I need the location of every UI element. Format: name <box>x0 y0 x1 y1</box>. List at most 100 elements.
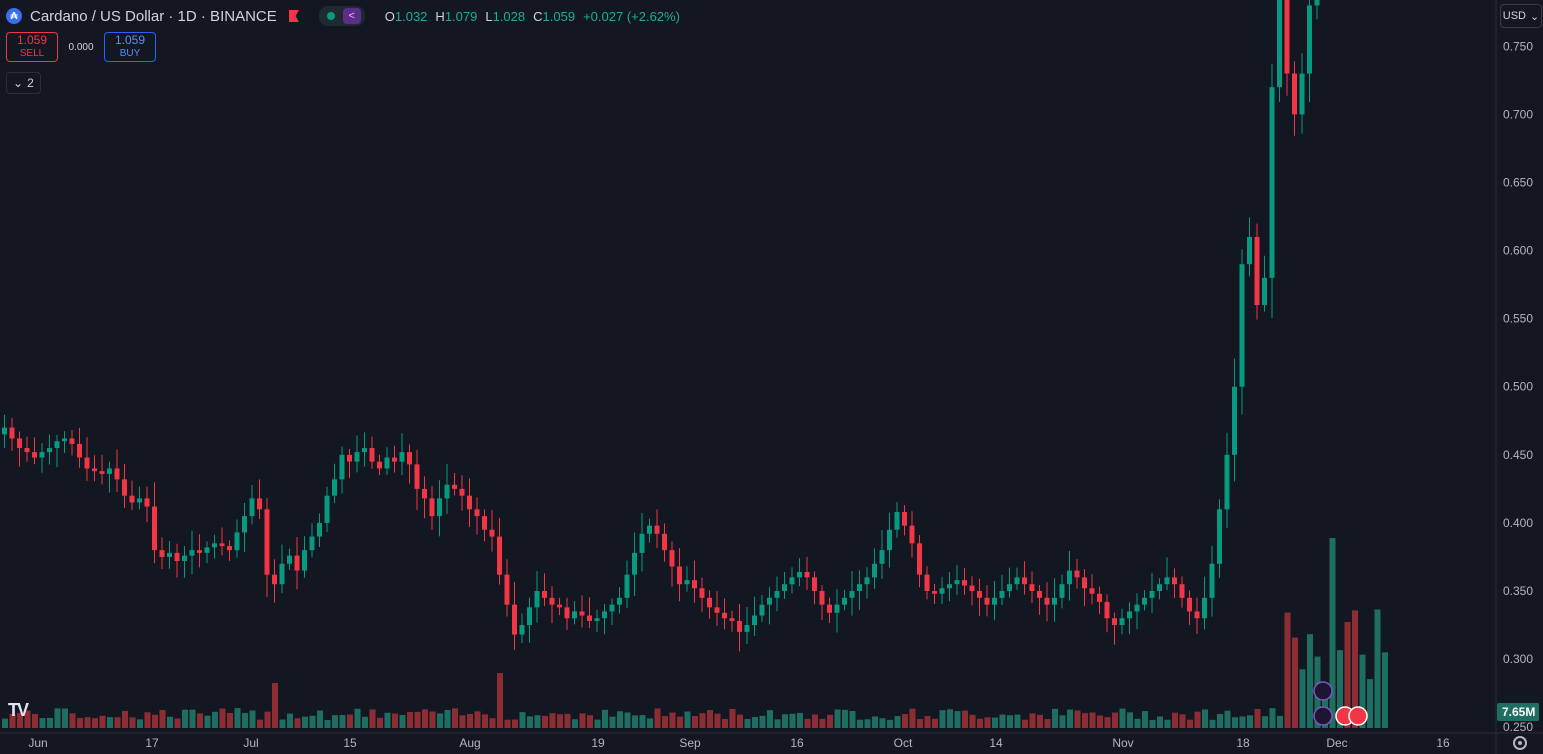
candle-body <box>632 552 637 575</box>
flag-icon[interactable] <box>288 10 299 22</box>
buy-button[interactable]: 1.059 BUY <box>104 32 156 62</box>
candle-body <box>144 498 150 507</box>
candle-body <box>384 457 390 469</box>
candle-body <box>99 471 105 474</box>
volume-bar <box>302 716 308 728</box>
volume-bar <box>1127 712 1133 728</box>
volume-bar <box>1224 710 1231 728</box>
volume-bar <box>1044 718 1051 728</box>
candle-body <box>924 574 930 592</box>
candle-body <box>962 580 967 586</box>
candle-body <box>54 441 60 449</box>
volume-bar <box>69 713 76 728</box>
volume-bar <box>47 717 53 728</box>
low-value: 1.028 <box>492 8 526 24</box>
candle-body <box>1262 277 1267 306</box>
lightning-event-icon <box>1313 706 1333 726</box>
volume-bar <box>467 713 473 728</box>
candle-body <box>39 452 45 458</box>
gear-icon[interactable] <box>1513 736 1527 750</box>
candle-body <box>707 597 712 608</box>
volume-bar <box>992 717 998 728</box>
high-label: H <box>435 8 445 24</box>
share-icon[interactable]: < <box>342 8 361 24</box>
volume-bar <box>512 719 518 728</box>
volume-bar <box>579 713 586 728</box>
candle-body <box>1007 584 1012 592</box>
volume-bar <box>1269 708 1276 728</box>
open-value: 1.032 <box>394 8 428 24</box>
volume-bar <box>1202 709 1208 728</box>
volume-bar <box>752 717 758 728</box>
price-tick-label: 0.600 <box>1503 244 1533 258</box>
candle-body <box>579 611 585 616</box>
volume-bar <box>1307 634 1313 728</box>
candle-body <box>1217 509 1222 564</box>
volume-bar <box>1329 538 1336 728</box>
candle-body <box>872 563 877 578</box>
candle-body <box>774 591 780 598</box>
volume-bar <box>332 715 338 728</box>
candle-body <box>279 563 285 585</box>
indicators-count: 2 <box>27 76 34 90</box>
price-tick-label: 0.450 <box>1503 448 1533 462</box>
candle-body <box>92 468 97 472</box>
volume-bar <box>894 716 901 728</box>
candle-body <box>864 577 870 585</box>
volume-bar <box>482 714 488 728</box>
price-tick-label: 0.300 <box>1503 652 1533 666</box>
candle-body <box>534 591 540 608</box>
volume-bar <box>62 708 68 728</box>
candle-body <box>287 555 292 564</box>
candle-body <box>767 597 772 605</box>
cardano-logo-icon: ₳ <box>6 8 22 24</box>
candle-body <box>909 525 915 544</box>
volume-bar <box>857 719 863 728</box>
volume-bar <box>812 714 818 728</box>
symbol-title[interactable]: Cardano / US Dollar · 1D · BINANCE <box>30 7 277 25</box>
volume-bar <box>1134 718 1141 728</box>
candle-body <box>677 566 682 585</box>
volume-bar <box>92 718 98 728</box>
volume-bar <box>347 714 353 728</box>
candle-body <box>744 625 750 632</box>
candle-body <box>422 488 427 499</box>
candle-body <box>242 516 247 533</box>
indicators-collapse-button[interactable]: ⌄ 2 <box>6 72 41 94</box>
time-tick-label: 17 <box>145 736 159 750</box>
volume-bar <box>24 710 31 728</box>
volume-bar <box>1344 621 1351 728</box>
volume-bar <box>144 712 151 728</box>
candle-body <box>1097 593 1102 602</box>
volume-bar <box>609 716 616 728</box>
volume-bar <box>392 713 398 728</box>
market-status[interactable]: < <box>318 6 365 26</box>
volume-bar <box>887 719 893 728</box>
volume-bar <box>159 709 166 728</box>
candle-body <box>1059 584 1065 598</box>
volume-bar <box>219 708 226 728</box>
candle-body <box>9 427 15 439</box>
candle-body <box>1149 591 1155 598</box>
time-tick-label: 15 <box>343 736 357 750</box>
volume-bar <box>587 715 593 728</box>
currency-value: USD <box>1502 10 1526 22</box>
candle-body <box>1247 236 1252 265</box>
volume-bar <box>1104 717 1111 728</box>
candle-body <box>624 574 630 598</box>
volume-bar <box>602 709 608 728</box>
volume-bar <box>1082 713 1088 728</box>
currency-select[interactable]: USD ⌄ <box>1500 4 1542 28</box>
volume-bar <box>249 710 256 728</box>
candle-body <box>264 509 270 575</box>
volume-bar <box>227 712 233 728</box>
candle-body <box>1082 577 1087 589</box>
candle-body <box>992 597 997 605</box>
candle-body <box>272 574 277 585</box>
time-tick-label: Sep <box>679 736 701 750</box>
volume-bar <box>767 710 773 728</box>
tradingview-logo-icon[interactable]: TV <box>8 700 29 720</box>
volume-bar <box>1172 712 1178 728</box>
sell-button[interactable]: 1.059 SELL <box>6 32 58 62</box>
